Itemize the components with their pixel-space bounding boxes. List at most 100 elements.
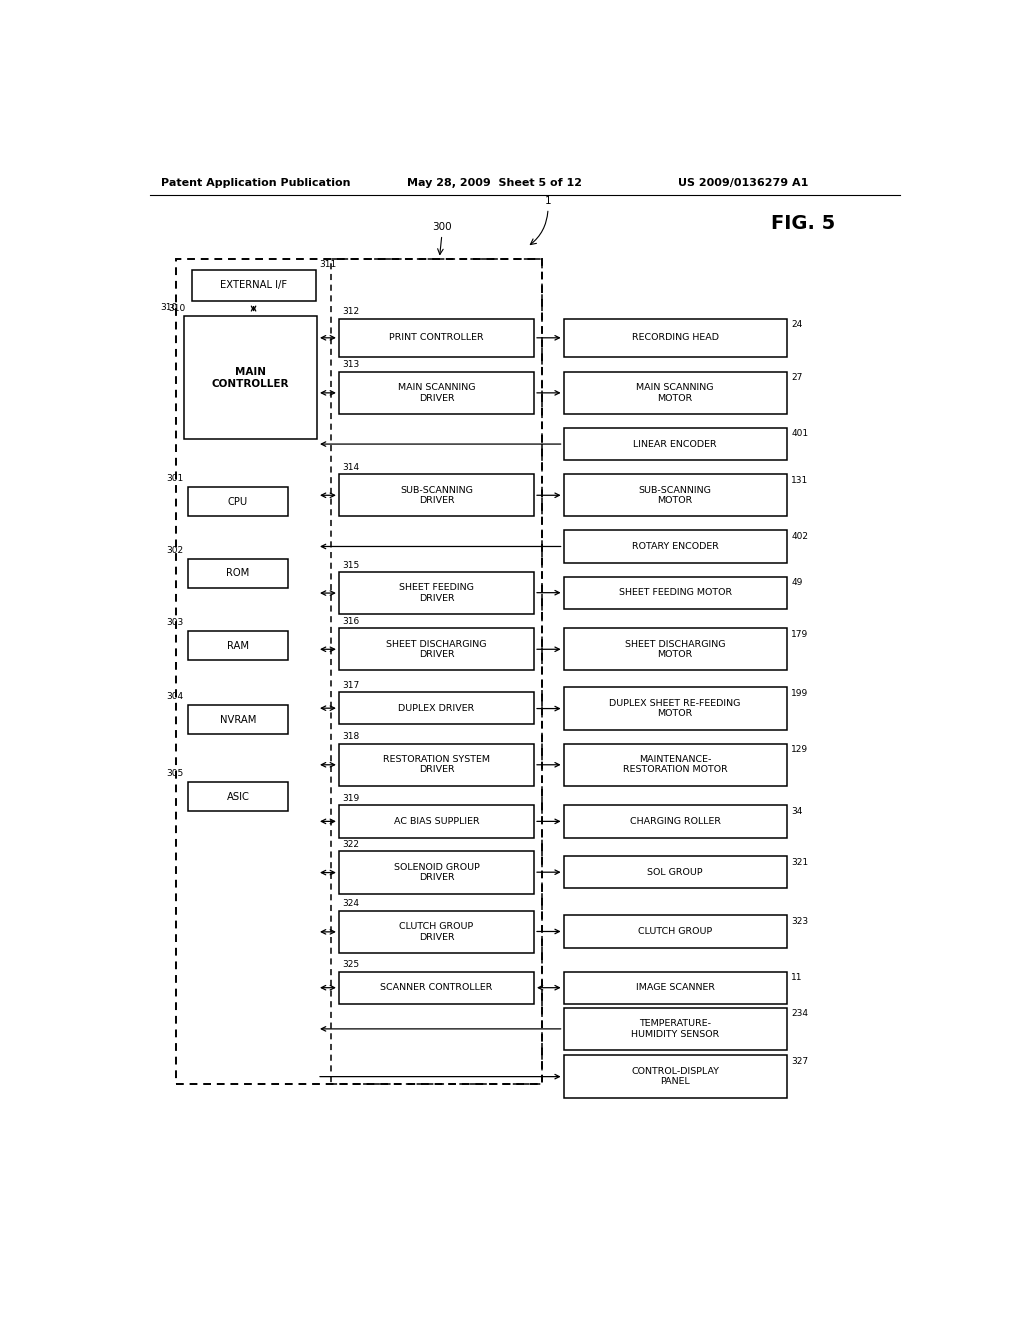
Text: 301: 301 [167, 474, 183, 483]
Bar [563, 628, 786, 671]
Bar [563, 372, 786, 414]
Text: 321: 321 [792, 858, 809, 866]
Text: 34: 34 [792, 807, 803, 816]
Text: 402: 402 [792, 532, 808, 541]
Text: 310: 310 [168, 304, 185, 313]
Text: NVRAM: NVRAM [220, 714, 256, 725]
Text: 317: 317 [342, 681, 359, 689]
Text: PRINT CONTROLLER: PRINT CONTROLLER [389, 334, 483, 342]
Bar [563, 428, 786, 461]
Text: SUB-SCANNING
DRIVER: SUB-SCANNING DRIVER [400, 486, 473, 506]
Text: ROM: ROM [226, 569, 250, 578]
Text: CLUTCH GROUP
DRIVER: CLUTCH GROUP DRIVER [399, 923, 473, 941]
Text: DUPLEX SHEET RE-FEEDING
MOTOR: DUPLEX SHEET RE-FEEDING MOTOR [609, 698, 740, 718]
Bar [563, 1056, 786, 1098]
Text: US 2009/0136279 A1: US 2009/0136279 A1 [678, 178, 809, 187]
Bar [339, 743, 535, 785]
Bar [188, 558, 288, 589]
Bar [339, 474, 535, 516]
Text: May 28, 2009  Sheet 5 of 12: May 28, 2009 Sheet 5 of 12 [407, 178, 582, 187]
Text: MAIN
CONTROLLER: MAIN CONTROLLER [212, 367, 289, 388]
Bar [563, 531, 786, 562]
Text: 303: 303 [167, 618, 183, 627]
Bar [339, 851, 535, 894]
Text: CONTROL-DISPLAY
PANEL: CONTROL-DISPLAY PANEL [631, 1067, 719, 1086]
Text: 179: 179 [792, 630, 809, 639]
Bar [176, 259, 542, 1084]
Bar [188, 781, 288, 812]
Text: AC BIAS SUPPLIER: AC BIAS SUPPLIER [393, 817, 479, 826]
Text: 319: 319 [342, 793, 359, 803]
Text: 131: 131 [792, 475, 809, 484]
Text: IMAGE SCANNER: IMAGE SCANNER [636, 983, 715, 993]
Bar [339, 628, 535, 671]
Text: SOLENOID GROUP
DRIVER: SOLENOID GROUP DRIVER [393, 863, 479, 882]
Text: 24: 24 [792, 321, 803, 329]
Text: Patent Application Publication: Patent Application Publication [161, 178, 350, 187]
Bar [563, 1007, 786, 1051]
Text: CLUTCH GROUP: CLUTCH GROUP [638, 927, 713, 936]
Bar [331, 259, 542, 1084]
Text: SUB-SCANNING
MOTOR: SUB-SCANNING MOTOR [639, 486, 712, 506]
Text: 312: 312 [342, 308, 359, 317]
Text: 27: 27 [792, 374, 803, 383]
Text: RESTORATION SYSTEM
DRIVER: RESTORATION SYSTEM DRIVER [383, 755, 489, 775]
Text: 49: 49 [792, 578, 803, 587]
Text: 323: 323 [792, 917, 809, 925]
Bar [339, 911, 535, 953]
Text: MAIN SCANNING
DRIVER: MAIN SCANNING DRIVER [397, 383, 475, 403]
Text: SHEET DISCHARGING
MOTOR: SHEET DISCHARGING MOTOR [625, 640, 725, 659]
Text: RECORDING HEAD: RECORDING HEAD [632, 334, 719, 342]
Bar [563, 474, 786, 516]
Text: LINEAR ENCODER: LINEAR ENCODER [633, 440, 717, 449]
Text: 314: 314 [342, 463, 359, 471]
Bar [563, 805, 786, 838]
Text: ROTARY ENCODER: ROTARY ENCODER [632, 543, 719, 550]
Text: SHEET FEEDING MOTOR: SHEET FEEDING MOTOR [618, 589, 732, 597]
Bar [339, 805, 535, 838]
Text: 1: 1 [545, 197, 552, 206]
Text: 313: 313 [342, 360, 359, 370]
Text: SOL GROUP: SOL GROUP [647, 867, 702, 876]
Bar [339, 692, 535, 725]
Text: 325: 325 [342, 960, 359, 969]
Text: 327: 327 [792, 1057, 809, 1067]
Text: SCANNER CONTROLLER: SCANNER CONTROLLER [380, 983, 493, 993]
Bar [563, 688, 786, 730]
Text: MAIN SCANNING
MOTOR: MAIN SCANNING MOTOR [636, 383, 714, 403]
Bar [188, 631, 288, 660]
Text: 199: 199 [792, 689, 809, 698]
Text: RAM: RAM [227, 640, 249, 651]
Text: 305: 305 [167, 770, 183, 779]
Bar [563, 857, 786, 888]
Text: 129: 129 [792, 744, 809, 754]
Bar [339, 972, 535, 1003]
Text: 11: 11 [792, 973, 803, 982]
Bar [339, 372, 535, 414]
Bar [563, 972, 786, 1003]
Bar [191, 271, 315, 301]
Text: 310: 310 [161, 302, 177, 312]
Text: 304: 304 [167, 692, 183, 701]
Text: CPU: CPU [228, 496, 248, 507]
Text: 302: 302 [167, 546, 183, 554]
Bar [188, 705, 288, 734]
Text: 316: 316 [342, 616, 359, 626]
Text: EXTERNAL I/F: EXTERNAL I/F [220, 280, 287, 290]
Bar [563, 318, 786, 358]
Text: TEMPERATURE-
HUMIDITY SENSOR: TEMPERATURE- HUMIDITY SENSOR [631, 1019, 719, 1039]
Bar [563, 743, 786, 785]
Text: ASIC: ASIC [226, 792, 250, 801]
Text: 324: 324 [342, 899, 358, 908]
Text: 315: 315 [342, 561, 359, 570]
Text: CHARGING ROLLER: CHARGING ROLLER [630, 817, 721, 826]
Text: FIG. 5: FIG. 5 [771, 214, 836, 232]
Text: SHEET DISCHARGING
DRIVER: SHEET DISCHARGING DRIVER [386, 640, 486, 659]
Bar [563, 577, 786, 609]
Text: 322: 322 [342, 840, 358, 849]
Text: DUPLEX DRIVER: DUPLEX DRIVER [398, 704, 474, 713]
Text: 234: 234 [792, 1010, 808, 1018]
Text: 401: 401 [792, 429, 809, 438]
Bar [183, 317, 317, 440]
Text: 318: 318 [342, 733, 359, 742]
